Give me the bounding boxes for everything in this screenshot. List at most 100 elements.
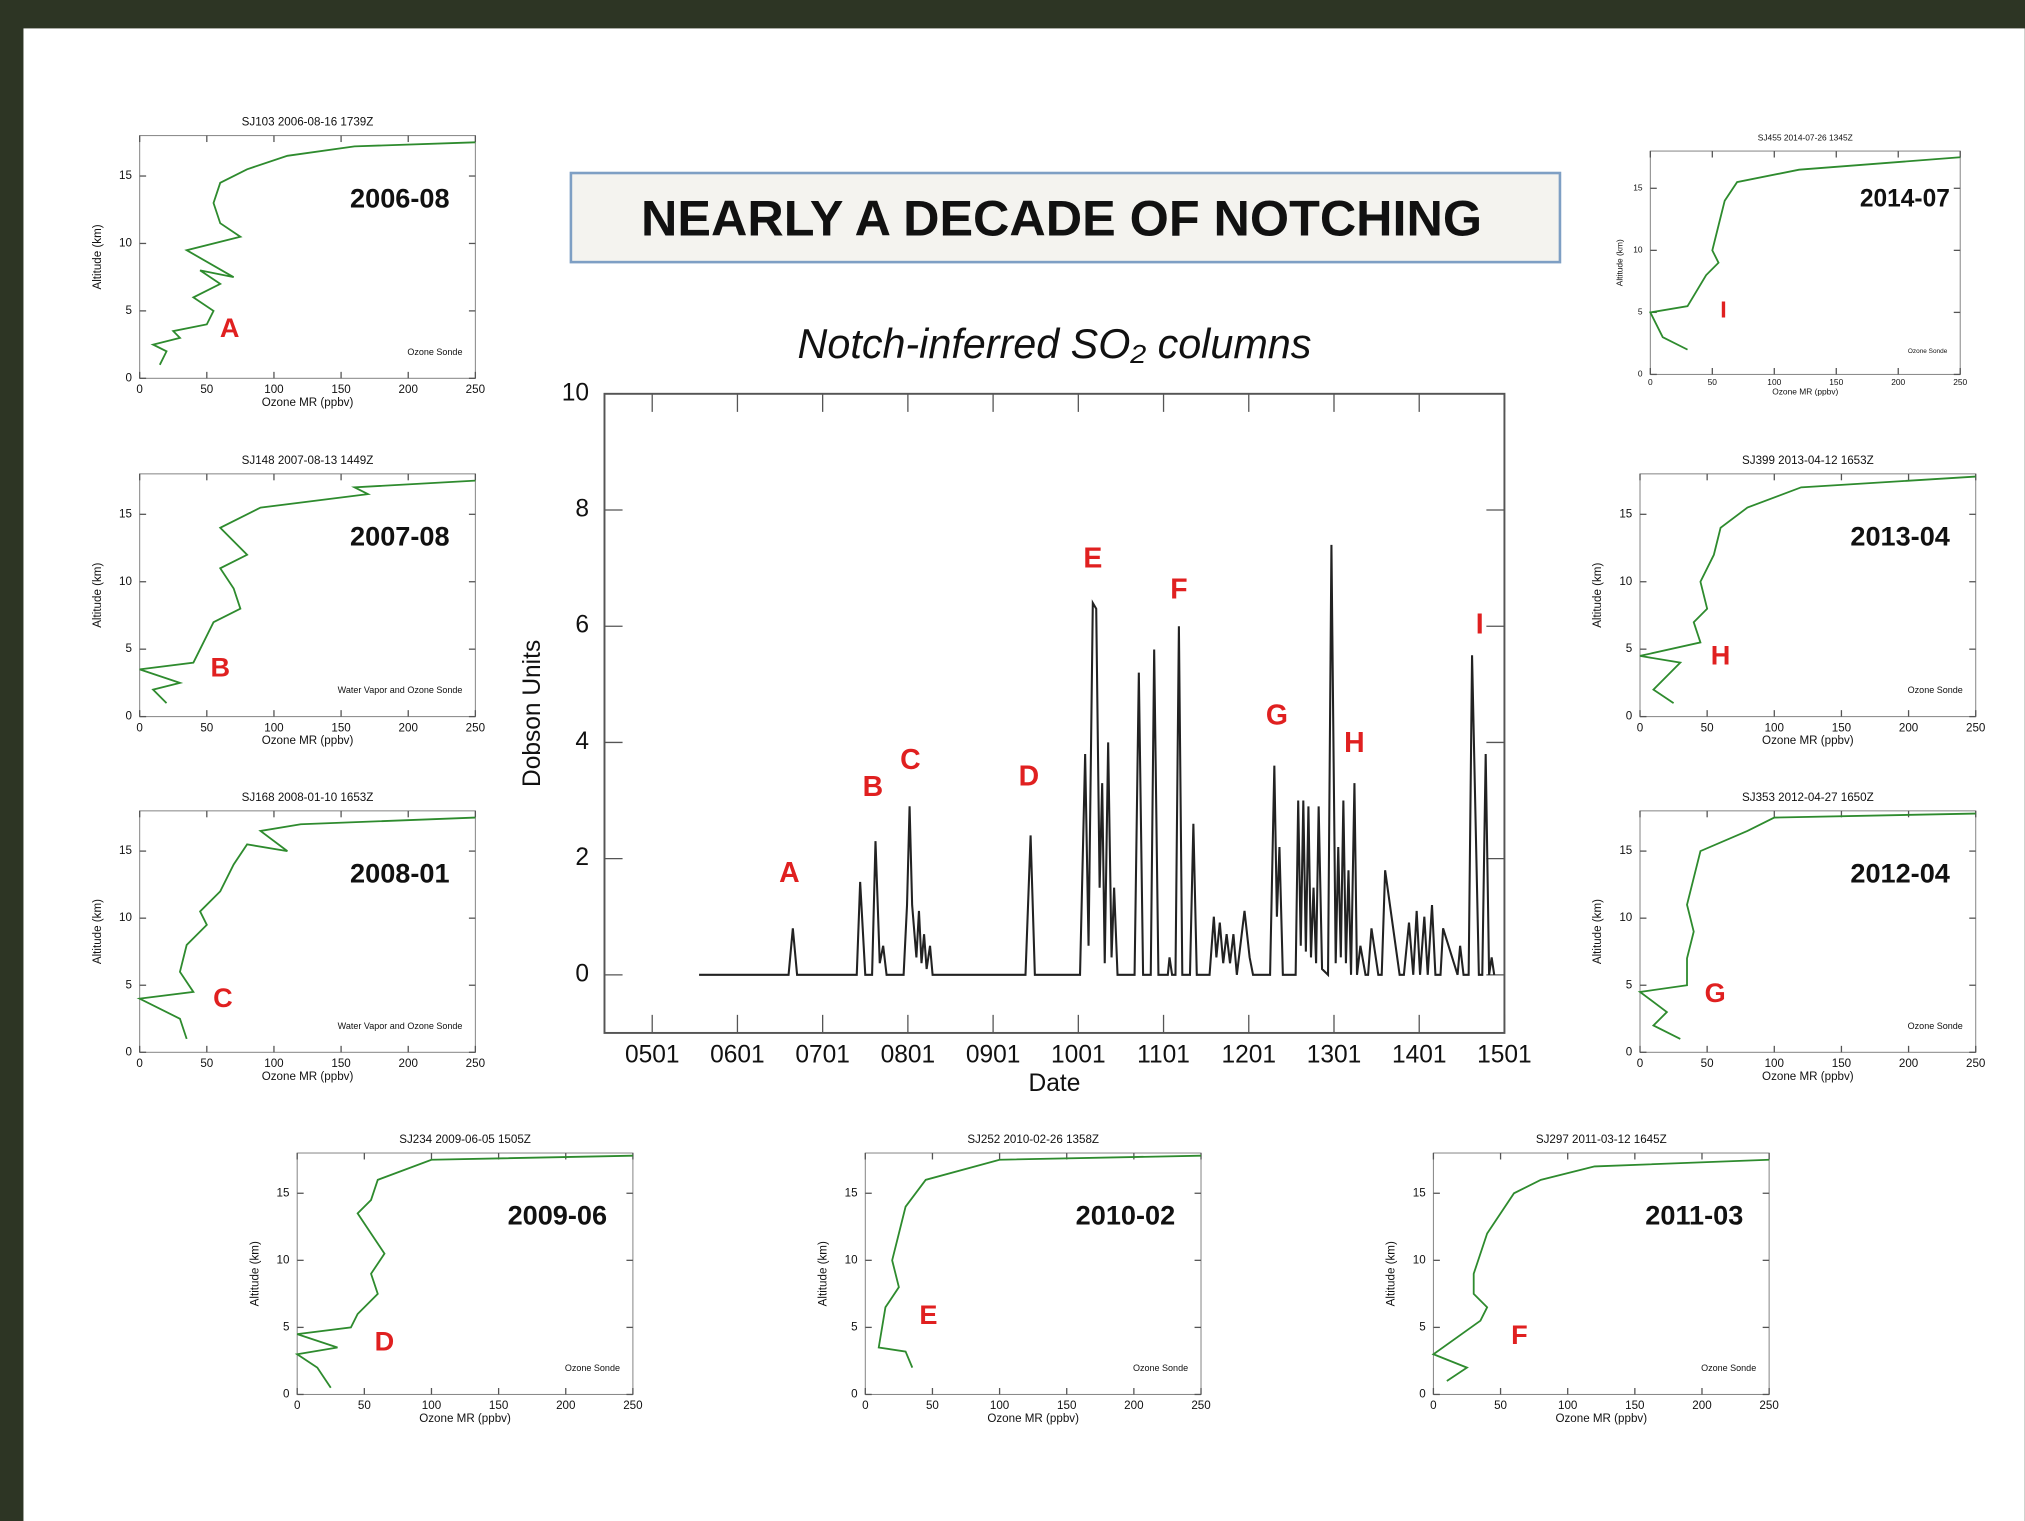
panel-title: SJ103 2006-08-16 1739Z [242, 116, 374, 129]
annotation: E [1083, 542, 1102, 574]
y-tick-label: 10 [119, 237, 132, 250]
y-axis-label: Altitude (km) [91, 899, 104, 964]
x-tick-label: 150 [489, 1399, 508, 1412]
x-tick-label: 200 [1899, 721, 1918, 734]
panel-title: SJ353 2012-04-27 1650Z [1742, 791, 1874, 804]
panel-title: SJ234 2009-06-05 1505Z [399, 1133, 531, 1146]
x-tick-label: 0 [136, 1057, 142, 1070]
x-tick-label: 100 [422, 1399, 441, 1412]
x-tick-label: 150 [1832, 1057, 1851, 1070]
x-tick-label: 50 [200, 383, 213, 396]
x-axis-label: Ozone MR (ppbv) [262, 396, 354, 409]
x-tick-label: 100 [1765, 721, 1784, 734]
y-tick-label: 10 [1619, 911, 1632, 924]
y-tick-label: 15 [119, 169, 132, 182]
y-tick-label: 8 [575, 495, 589, 522]
x-tick-label: 0 [1637, 721, 1643, 734]
slide: NEARLY A DECADE OF NOTCHING 050106010701… [0, 0, 2025, 1521]
y-tick-label: 5 [1638, 307, 1643, 317]
x-tick-label: 100 [264, 721, 283, 734]
annotation: F [1170, 573, 1187, 605]
y-tick-label: 15 [1633, 183, 1643, 193]
y-tick-label: 5 [125, 642, 131, 655]
panel-date: 2008-01 [350, 858, 450, 889]
x-tick-label: 0801 [881, 1042, 936, 1069]
y-tick-label: 0 [125, 1045, 131, 1058]
y-tick-label: 15 [119, 844, 132, 857]
annotation: I [1476, 609, 1484, 641]
y-axis-label: Dobson Units [519, 640, 546, 787]
x-tick-label: 50 [200, 1057, 213, 1070]
x-axis-label: Ozone MR (ppbv) [1762, 734, 1854, 747]
annotation: D [375, 1326, 395, 1357]
x-tick-label: 50 [1494, 1399, 1507, 1412]
x-tick-label: 250 [466, 383, 485, 396]
panel-date: 2009-06 [508, 1200, 607, 1231]
annotation: D [1019, 760, 1040, 792]
x-tick-label: 200 [399, 721, 418, 734]
x-tick-label: 200 [556, 1399, 575, 1412]
annotation: B [210, 652, 230, 683]
panel-date: 2006-08 [350, 182, 450, 213]
annotation: E [919, 1299, 937, 1330]
annotation: F [1511, 1319, 1528, 1350]
panel-title: SJ297 2011-03-12 1645Z [1536, 1133, 1667, 1146]
x-axis-label: Ozone MR (ppbv) [1555, 1412, 1647, 1425]
x-tick-label: 0901 [966, 1042, 1021, 1069]
x-tick-label: 250 [623, 1399, 642, 1412]
annotation: A [779, 857, 800, 889]
y-axis-label: Altitude (km) [1385, 1241, 1398, 1306]
x-tick-label: 150 [1832, 721, 1851, 734]
x-tick-label: 200 [1891, 377, 1905, 387]
panel-note: Ozone Sonde [1701, 1363, 1756, 1373]
panel-date: 2010-02 [1076, 1200, 1176, 1231]
panel-date: 2011-03 [1645, 1200, 1743, 1231]
y-tick-label: 0 [1419, 1388, 1425, 1401]
x-tick-label: 250 [1759, 1399, 1778, 1412]
x-tick-label: 50 [1708, 377, 1718, 387]
x-tick-label: 0701 [795, 1042, 850, 1069]
y-tick-label: 15 [119, 507, 132, 520]
y-tick-label: 5 [851, 1320, 857, 1333]
y-tick-label: 15 [277, 1186, 290, 1199]
x-axis-label: Ozone MR (ppbv) [1762, 1070, 1854, 1083]
y-tick-label: 15 [1619, 844, 1632, 857]
x-tick-label: 0 [1430, 1399, 1436, 1412]
y-axis-label: Altitude (km) [248, 1241, 261, 1306]
x-tick-label: 200 [399, 1057, 418, 1070]
y-axis-label: Altitude (km) [91, 563, 104, 628]
x-tick-label: 1501 [1477, 1042, 1532, 1069]
x-tick-label: 1401 [1392, 1042, 1447, 1069]
panel-date: 2014-07 [1860, 186, 1950, 213]
y-tick-label: 4 [575, 728, 589, 755]
x-tick-label: 250 [466, 721, 485, 734]
x-tick-label: 50 [1701, 1057, 1714, 1070]
panel-note: Water Vapor and Ozone Sonde [338, 1021, 463, 1031]
x-tick-label: 50 [200, 721, 213, 734]
y-tick-label: 5 [283, 1320, 289, 1333]
y-tick-label: 0 [125, 710, 131, 723]
y-tick-label: 10 [1633, 245, 1643, 255]
y-tick-label: 5 [125, 978, 131, 991]
x-axis-label: Ozone MR (ppbv) [419, 1412, 511, 1425]
y-tick-label: 10 [1413, 1253, 1426, 1266]
y-tick-label: 5 [125, 304, 131, 317]
y-tick-label: 6 [575, 612, 589, 639]
x-tick-label: 250 [1966, 1057, 1985, 1070]
x-tick-label: 0 [136, 721, 142, 734]
y-tick-label: 0 [1626, 1045, 1632, 1058]
x-tick-label: 150 [1057, 1399, 1076, 1412]
panel-date: 2007-08 [350, 521, 450, 552]
page: {"title":"NEARLY A DECADE OF NOTCHING", … [0, 0, 2025, 1521]
x-tick-label: 0 [1648, 377, 1653, 387]
x-tick-label: 200 [1692, 1399, 1711, 1412]
x-tick-label: 100 [264, 1057, 283, 1070]
panel-title: SJ252 2010-02-26 1358Z [967, 1133, 1099, 1146]
panel-title: SJ168 2008-01-10 1653Z [242, 791, 374, 804]
panel-date: 2013-04 [1850, 521, 1949, 552]
y-tick-label: 10 [119, 911, 132, 924]
x-tick-label: 1001 [1051, 1042, 1106, 1069]
x-tick-label: 0 [862, 1399, 868, 1412]
x-tick-label: 0501 [625, 1042, 680, 1069]
annotation: H [1344, 727, 1365, 759]
